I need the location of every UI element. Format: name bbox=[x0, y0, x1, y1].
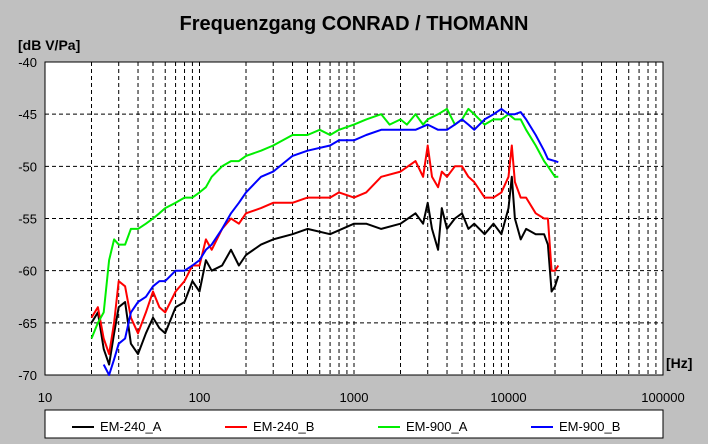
chart-title: Frequenzgang CONRAD / THOMANN bbox=[180, 13, 529, 35]
series-line-em-900-b bbox=[102, 107, 559, 376]
y-axis-unit-label: [dB V/Pa] bbox=[18, 37, 80, 53]
legend-label: EM-240_B bbox=[253, 419, 314, 434]
series-line-em-900-a bbox=[90, 107, 559, 339]
x-tick-label: 10 bbox=[38, 390, 52, 405]
legend-label: EM-900_B bbox=[559, 419, 620, 434]
legend-box bbox=[44, 409, 664, 439]
grid-lines bbox=[45, 62, 663, 375]
x-tick-labels: 10 100 1000 10000 100000 bbox=[38, 390, 685, 405]
x-tick-label: 100 bbox=[189, 390, 211, 405]
y-tick-label: -70 bbox=[18, 368, 37, 383]
legend-label: EM-240_A bbox=[100, 419, 162, 434]
x-axis-unit-label: [Hz] bbox=[666, 355, 692, 371]
series-line-em-240-b bbox=[90, 144, 560, 356]
x-tick-label: 10000 bbox=[490, 390, 526, 405]
y-tick-label: -40 bbox=[18, 55, 37, 70]
y-tick-label: -50 bbox=[18, 159, 37, 174]
y-tick-label: -55 bbox=[18, 212, 37, 227]
y-tick-labels: -40 -45 -50 -55 -60 -65 -70 bbox=[18, 55, 37, 383]
plot-frame bbox=[44, 61, 664, 376]
legend-label: EM-900_A bbox=[406, 419, 468, 434]
y-tick-label: -60 bbox=[18, 264, 37, 279]
y-tick-label: -45 bbox=[18, 107, 37, 122]
x-tick-label: 100000 bbox=[641, 390, 684, 405]
y-tick-label: -65 bbox=[18, 316, 37, 331]
x-tick-label: 1000 bbox=[340, 390, 369, 405]
series-lines bbox=[90, 107, 560, 376]
legend: EM-240_A EM-240_B EM-900_A EM-900_B bbox=[44, 409, 664, 439]
series-line-em-240-a bbox=[90, 175, 560, 366]
